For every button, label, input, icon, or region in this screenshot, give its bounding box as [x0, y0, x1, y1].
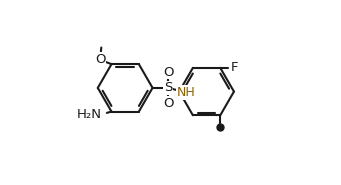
Text: F: F [231, 61, 238, 74]
Text: NH: NH [177, 86, 195, 99]
Text: O: O [163, 66, 174, 79]
Text: O: O [163, 97, 174, 110]
Text: H₂N: H₂N [76, 108, 101, 121]
Text: O: O [95, 53, 106, 66]
Text: S: S [164, 81, 173, 94]
